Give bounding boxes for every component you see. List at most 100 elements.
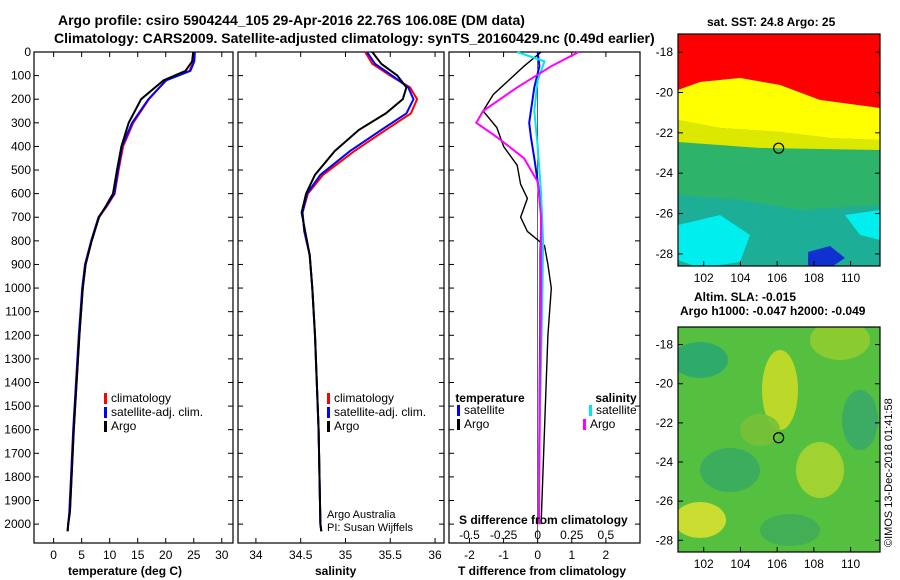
- sla-blob: [678, 502, 726, 538]
- plot-frame: [448, 51, 641, 544]
- x-tick-label: 36: [428, 548, 442, 562]
- map-frame: [677, 33, 881, 267]
- sla-blob: [700, 448, 760, 492]
- legend-swatch: [327, 421, 330, 432]
- y-tick-label: 1200: [4, 328, 31, 342]
- sst-warm-band: [678, 34, 880, 108]
- s-diff-xlabel: S difference from climatology: [459, 513, 628, 527]
- x-tick-label: 2: [603, 548, 610, 562]
- sst-map-panel: 102 104 106 108 110 -18 -20 -22 -24 -26 -28: [656, 33, 881, 285]
- y-tick-label: 1900: [4, 494, 31, 508]
- sst-green-band: [678, 142, 880, 210]
- s-tick-label: -0.5: [459, 528, 480, 542]
- map-x-tick-label: 106: [767, 271, 787, 285]
- difference-panel: -2 -1 0 1 2 -0.5 -0.25 0 0.25 0.5 temperature salin…: [448, 51, 641, 562]
- sla-blob: [810, 327, 870, 360]
- y-tick-label: 900: [11, 257, 31, 271]
- imos-stamp: ©IMOS 13-Dec-2018 01:41:58: [883, 398, 895, 547]
- map-y-tick-label: -22: [656, 126, 674, 140]
- y-tick-label: 1300: [4, 352, 31, 366]
- y-tick-label: 100: [11, 69, 31, 83]
- x-tick-label: -2: [464, 548, 475, 562]
- x-tick-label: 0: [534, 548, 541, 562]
- sst-cyan-patch: [678, 215, 750, 266]
- legend-swatch: [583, 419, 586, 430]
- y-tick-label: 700: [11, 210, 31, 224]
- y-tick-label: 600: [11, 187, 31, 201]
- salinity-panel: 34 34.5 35 35.5 36 climatologysatellite-adj. …: [237, 51, 445, 562]
- float-position-marker: [773, 432, 785, 444]
- salinity-xlabel: salinity: [315, 564, 357, 578]
- y-tick-label: 200: [11, 92, 31, 106]
- sst-blue-patch: [808, 246, 845, 266]
- y-tick-label: 800: [11, 234, 31, 248]
- map-x-tick-label: 102: [694, 271, 714, 285]
- s-tick-label: -0.25: [490, 528, 518, 542]
- map-y-tick-label: -20: [656, 86, 674, 100]
- x-tick-label: 34: [249, 548, 263, 562]
- s-tick-label: 0.5: [598, 528, 615, 542]
- y-tick-label: 500: [11, 163, 31, 177]
- x-tick-label: 10: [103, 548, 117, 562]
- x-tick-label: 1: [568, 548, 575, 562]
- title-line-2: Climatology: CARS2009. Satellite-adjuste…: [54, 30, 655, 46]
- map-field: [678, 34, 880, 266]
- legend-swatch: [457, 405, 460, 416]
- y-tick-label: 1800: [4, 470, 31, 484]
- legend-label: satellite-adj. clim.: [111, 405, 203, 419]
- map-frame: [677, 326, 881, 553]
- map-x-tick-label: 110: [841, 557, 860, 571]
- sst-yellow-band: [678, 78, 880, 140]
- map-y-tick-label: -24: [656, 455, 674, 469]
- map-x-tick-label: 108: [804, 271, 824, 285]
- credit-line-1: Argo Australia: [327, 509, 396, 521]
- map-y-tick-label: -28: [656, 533, 674, 547]
- y-tick-label: 1000: [4, 281, 31, 295]
- x-tick-label: 25: [187, 548, 201, 562]
- y-tick-label: 1600: [4, 423, 31, 437]
- y-tick-label: 1700: [4, 446, 31, 460]
- plot-frame: [237, 51, 445, 544]
- series-s-argo: [474, 51, 580, 525]
- legend-label: satellite: [464, 403, 505, 417]
- legend-title-salinity: salinity: [595, 391, 637, 405]
- legend-label: climatology: [111, 391, 171, 405]
- x-tick-label: 5: [78, 548, 85, 562]
- x-tick-label: 20: [159, 548, 173, 562]
- sst-yellow-green: [678, 120, 880, 150]
- map-y-tick-label: -26: [656, 494, 674, 508]
- x-tick-label: 30: [215, 548, 229, 562]
- y-tick-label: 0: [24, 45, 31, 59]
- y-tick-label: 300: [11, 116, 31, 130]
- legend-title-temperature: temperature: [455, 391, 525, 405]
- sla-blob: [760, 514, 820, 546]
- legend-label: satellite-adj. clim.: [334, 405, 426, 419]
- legend-label: Argo: [464, 417, 490, 431]
- x-tick-label: 35: [339, 548, 353, 562]
- t-diff-xlabel: T difference from climatology: [458, 564, 627, 578]
- s-tick-label: 0.25: [560, 528, 584, 542]
- legend-swatch: [327, 407, 330, 418]
- y-tick-label: 1400: [4, 375, 31, 389]
- map-y-tick-label: -28: [656, 247, 674, 261]
- legend-swatch: [457, 419, 460, 430]
- map-x-tick-label: 108: [804, 557, 824, 571]
- x-tick-label: -1: [498, 548, 509, 562]
- map-x-tick-label: 110: [841, 271, 860, 285]
- map-field: [678, 327, 880, 552]
- float-position-marker: [773, 142, 785, 154]
- legend-label: climatology: [334, 391, 394, 405]
- map-y-tick-label: -18: [656, 45, 674, 59]
- map-x-tick-label: 106: [767, 557, 787, 571]
- legend-label: Argo: [111, 419, 137, 433]
- x-tick-label: 35.5: [379, 548, 403, 562]
- s-tick-label: 0: [534, 528, 541, 542]
- map-x-tick-label: 104: [730, 271, 750, 285]
- map-x-tick-label: 102: [694, 557, 714, 571]
- map-y-tick-label: -18: [656, 338, 674, 352]
- sla-title-line-2: Argo h1000: -0.047 h2000: -0.049: [680, 304, 866, 318]
- sst-map-title: sat. SST: 24.8 Argo: 25: [707, 15, 836, 29]
- x-tick-label: 0: [50, 548, 57, 562]
- legend-swatch: [104, 421, 107, 432]
